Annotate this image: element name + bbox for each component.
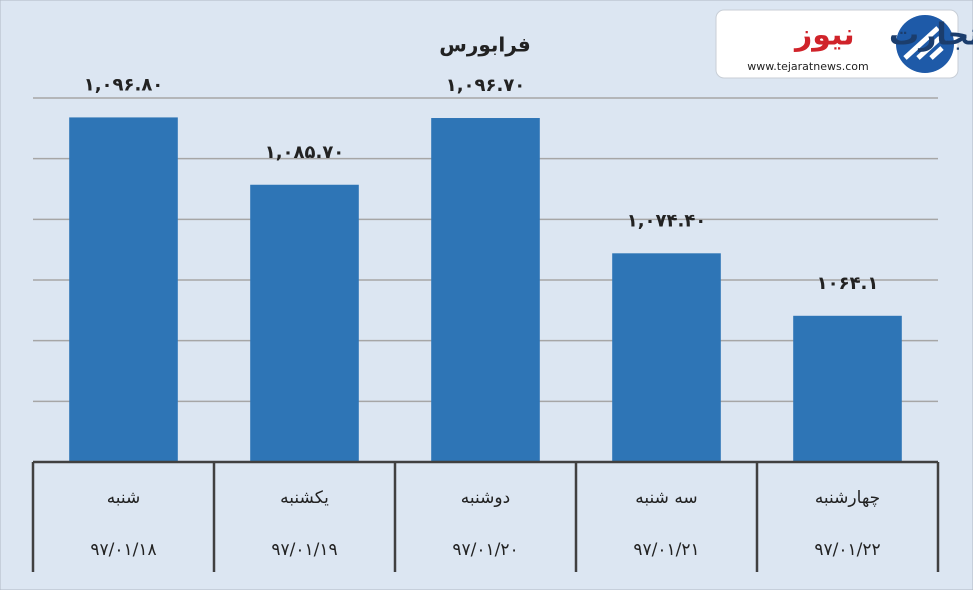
logo-brand: تجارت [889, 18, 973, 53]
value-label: ۱,۰۹۶.۷۰ [446, 75, 526, 96]
x-tick-label: شنبه [107, 488, 141, 508]
logo-box [715, 9, 959, 79]
logo: تجارت نیوز www.tejaratnews.com [715, 9, 973, 79]
value-label: ۱,۰۷۴.۴۰ [627, 210, 707, 231]
value-label: ۱,۰۸۵.۷۰ [265, 142, 345, 163]
bar [793, 315, 902, 462]
x-tick-date: ۹۷/۰۱/۱۹ [271, 540, 337, 560]
x-tick-label: چهارشنبه [815, 488, 880, 508]
x-tick-label: یکشنبه [280, 488, 329, 508]
x-tick-date: ۹۷/۰۱/۱۸ [90, 540, 156, 560]
value-label: ۱۰۶۴.۱ [817, 273, 879, 294]
logo-url: www.tejaratnews.com [747, 60, 868, 73]
bar [612, 253, 721, 462]
x-tick-date: ۹۷/۰۱/۲۰ [452, 540, 518, 560]
value-label: ۱,۰۹۶.۸۰ [84, 74, 164, 95]
bar [250, 184, 359, 462]
logo-brand: نیوز [793, 18, 855, 53]
x-tick-date: ۹۷/۰۱/۲۱ [633, 540, 699, 560]
bar [431, 118, 540, 463]
x-tick-label: دوشنبه [461, 488, 510, 508]
x-tick-label: سه شنبه [635, 488, 697, 508]
logo-icon-mark [903, 26, 944, 60]
logo-icon [896, 15, 954, 73]
bar [69, 117, 178, 462]
x-tick-date: ۹۷/۰۱/۲۲ [814, 540, 880, 560]
chart-title: فرابورس [439, 33, 531, 57]
